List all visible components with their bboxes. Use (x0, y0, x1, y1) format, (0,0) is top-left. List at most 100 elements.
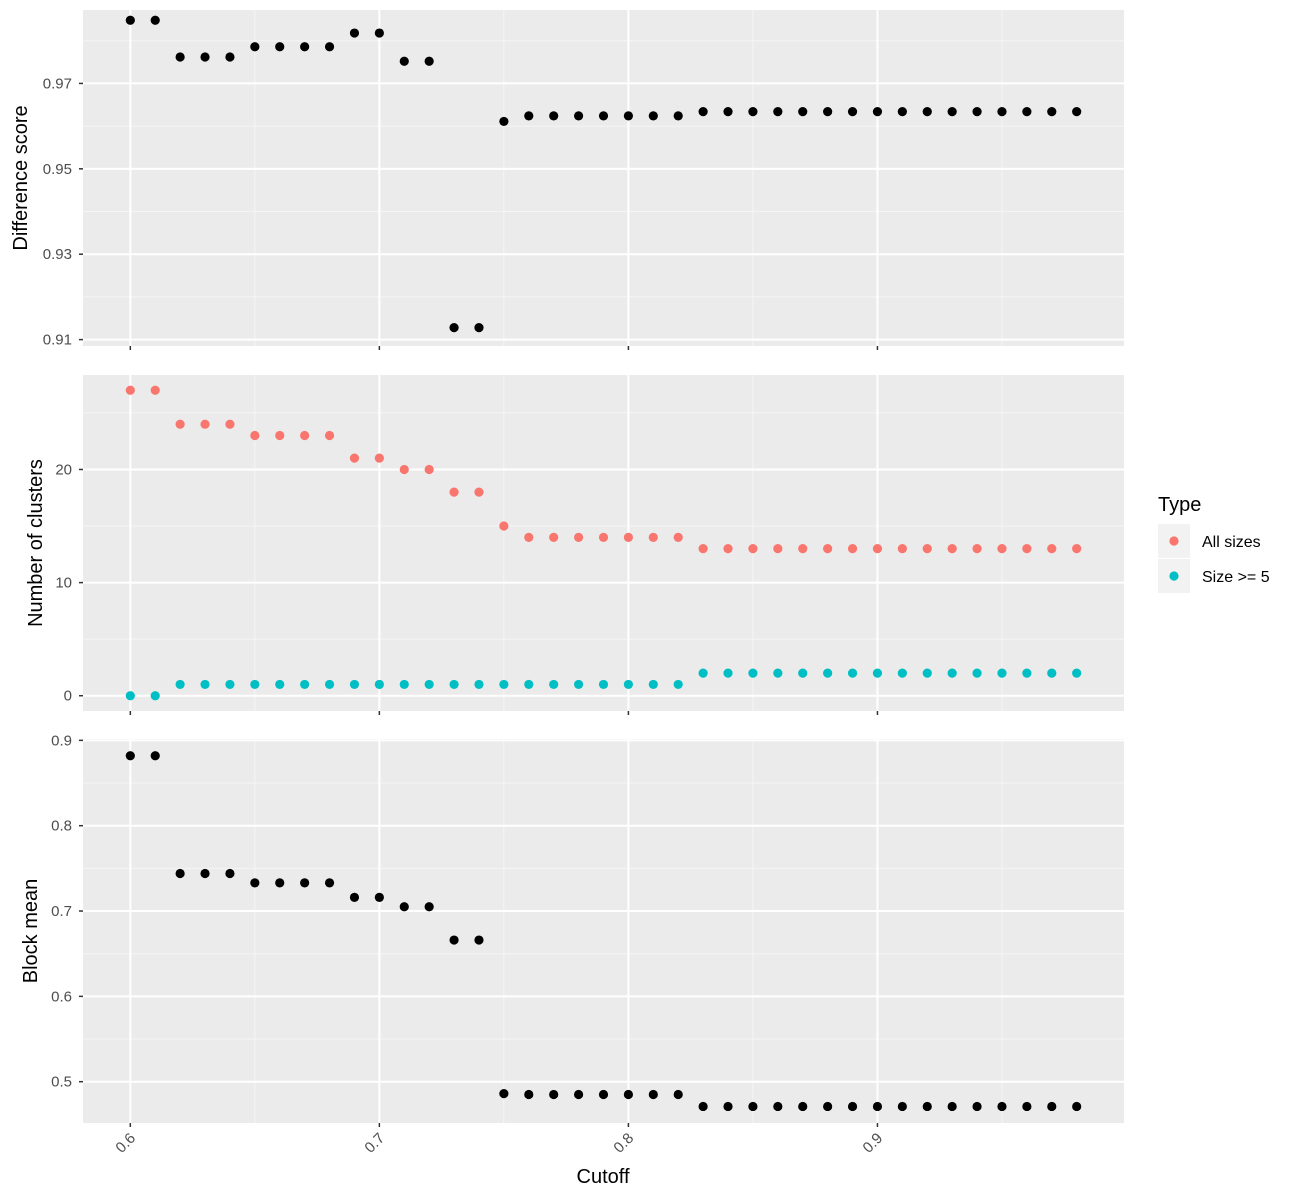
data-point-all-sizes (1072, 544, 1082, 554)
panel-background (83, 10, 1124, 346)
data-point-series (225, 868, 235, 879)
data-point-all-sizes (1022, 544, 1032, 554)
data-point-series (872, 107, 883, 117)
data-point-size-5 (748, 668, 758, 678)
data-point-series (349, 28, 360, 38)
data-point-size-5 (623, 679, 634, 690)
minor-gridlines (83, 739, 1124, 1123)
data-point-all-sizes (324, 430, 335, 441)
data-point-all-sizes (225, 419, 235, 429)
data-point-size-5 (573, 679, 584, 690)
data-point-size-5 (399, 679, 409, 690)
data-point-series (374, 28, 384, 38)
panel-background (83, 375, 1124, 711)
data-point-all-sizes (847, 544, 858, 554)
y-tick-label: 0 (64, 688, 72, 705)
data-point-series (997, 107, 1007, 117)
data-point-series (324, 42, 335, 52)
data-point-size-5 (549, 679, 559, 690)
data-point-all-sizes (972, 544, 982, 554)
data-point-all-sizes (349, 453, 360, 463)
data-point-all-sizes (673, 532, 683, 542)
data-point-series (1072, 107, 1082, 117)
data-point-all-sizes (474, 487, 484, 497)
data-point-all-sizes (499, 521, 509, 531)
data-point-series (524, 111, 534, 121)
data-point-series (872, 1101, 883, 1112)
data-point-all-sizes (598, 532, 609, 542)
data-point-size-5 (1022, 668, 1032, 678)
data-point-series (175, 868, 185, 879)
y-tick-label: 0.6 (51, 988, 72, 1005)
data-point-size-5 (947, 668, 957, 678)
data-point-all-sizes (773, 544, 783, 554)
data-point-series (648, 111, 658, 121)
data-point-all-sizes (723, 544, 733, 554)
data-point-series (748, 1101, 758, 1112)
data-point-series (275, 878, 285, 888)
data-point-series (125, 15, 135, 25)
minor-gridlines (83, 375, 1124, 711)
data-point-series (1047, 1101, 1057, 1112)
data-point-series (250, 42, 260, 52)
data-point-series (623, 1089, 634, 1100)
y-tick-label: 0.95 (43, 161, 72, 178)
data-point-series (598, 1089, 609, 1100)
data-point-series (823, 107, 833, 117)
legend: Type All sizes Size >= 5 (1158, 494, 1270, 593)
data-point-all-sizes (1047, 544, 1057, 554)
data-point-series (524, 1089, 534, 1100)
data-point-series (997, 1101, 1007, 1112)
major-gridlines (83, 375, 1124, 711)
data-point-series (449, 323, 459, 333)
data-point-all-sizes (300, 430, 310, 441)
data-point-series (324, 878, 335, 888)
data-point-series (972, 107, 982, 117)
data-point-size-5 (499, 679, 509, 690)
data-point-series (374, 892, 384, 902)
data-point-series (449, 935, 459, 945)
data-point-size-5 (922, 668, 932, 678)
data-points (125, 385, 1082, 701)
data-point-size-5 (125, 691, 135, 701)
data-point-series (1022, 107, 1032, 117)
data-point-size-5 (225, 679, 235, 690)
data-point-series (847, 107, 858, 117)
data-point-size-5 (872, 668, 883, 678)
y-tick-label: 0.91 (43, 332, 72, 349)
data-point-all-sizes (823, 544, 833, 554)
panel-background (83, 739, 1124, 1123)
data-point-series (125, 751, 135, 761)
data-point-all-sizes (573, 532, 584, 542)
data-point-size-5 (150, 691, 160, 701)
data-point-size-5 (598, 679, 609, 690)
data-point-all-sizes (275, 430, 285, 441)
data-point-series (200, 868, 210, 879)
data-point-series (798, 107, 808, 117)
data-point-series (424, 902, 434, 912)
data-point-size-5 (897, 668, 907, 678)
legend-title: Type (1158, 494, 1201, 516)
data-point-series (474, 935, 484, 945)
data-point-series (648, 1089, 658, 1100)
data-point-all-sizes (175, 419, 185, 429)
data-point-series (150, 751, 160, 761)
legend-label-all-sizes: All sizes (1202, 534, 1261, 551)
data-point-size-5 (773, 668, 783, 678)
data-point-all-sizes (449, 487, 459, 497)
data-point-series (623, 111, 634, 121)
data-point-series (698, 1101, 708, 1112)
data-point-series (972, 1101, 982, 1112)
data-point-all-sizes (623, 532, 634, 542)
data-point-size-5 (648, 679, 658, 690)
x-tick-label: 0.6 (112, 1130, 139, 1157)
data-point-size-5 (275, 679, 285, 690)
y-tick-label: 0.8 (51, 818, 72, 835)
data-point-all-sizes (374, 453, 384, 463)
data-point-all-sizes (947, 544, 957, 554)
data-point-size-5 (1047, 668, 1057, 678)
data-point-series (698, 107, 708, 117)
y-axis: 0.5 0.6 0.7 0.8 0.9 (51, 732, 72, 1090)
data-point-all-sizes (424, 464, 434, 475)
